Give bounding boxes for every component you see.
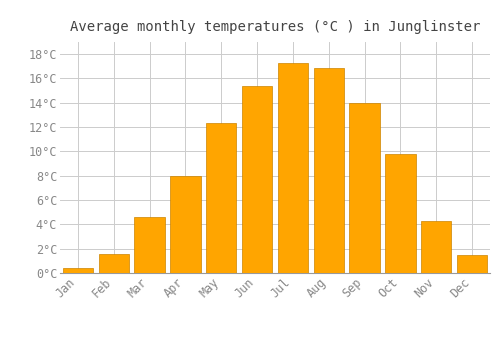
Bar xyxy=(62,268,93,273)
Bar xyxy=(206,124,236,273)
Bar xyxy=(170,176,200,273)
Bar xyxy=(421,221,452,273)
Bar xyxy=(242,86,272,273)
Bar xyxy=(385,154,416,273)
Bar xyxy=(98,253,129,273)
Bar xyxy=(314,68,344,273)
Bar xyxy=(278,63,308,273)
Bar xyxy=(457,255,488,273)
Title: Average monthly temperatures (°C ) in Junglinster: Average monthly temperatures (°C ) in Ju… xyxy=(70,20,480,34)
Bar xyxy=(134,217,165,273)
Bar xyxy=(350,103,380,273)
